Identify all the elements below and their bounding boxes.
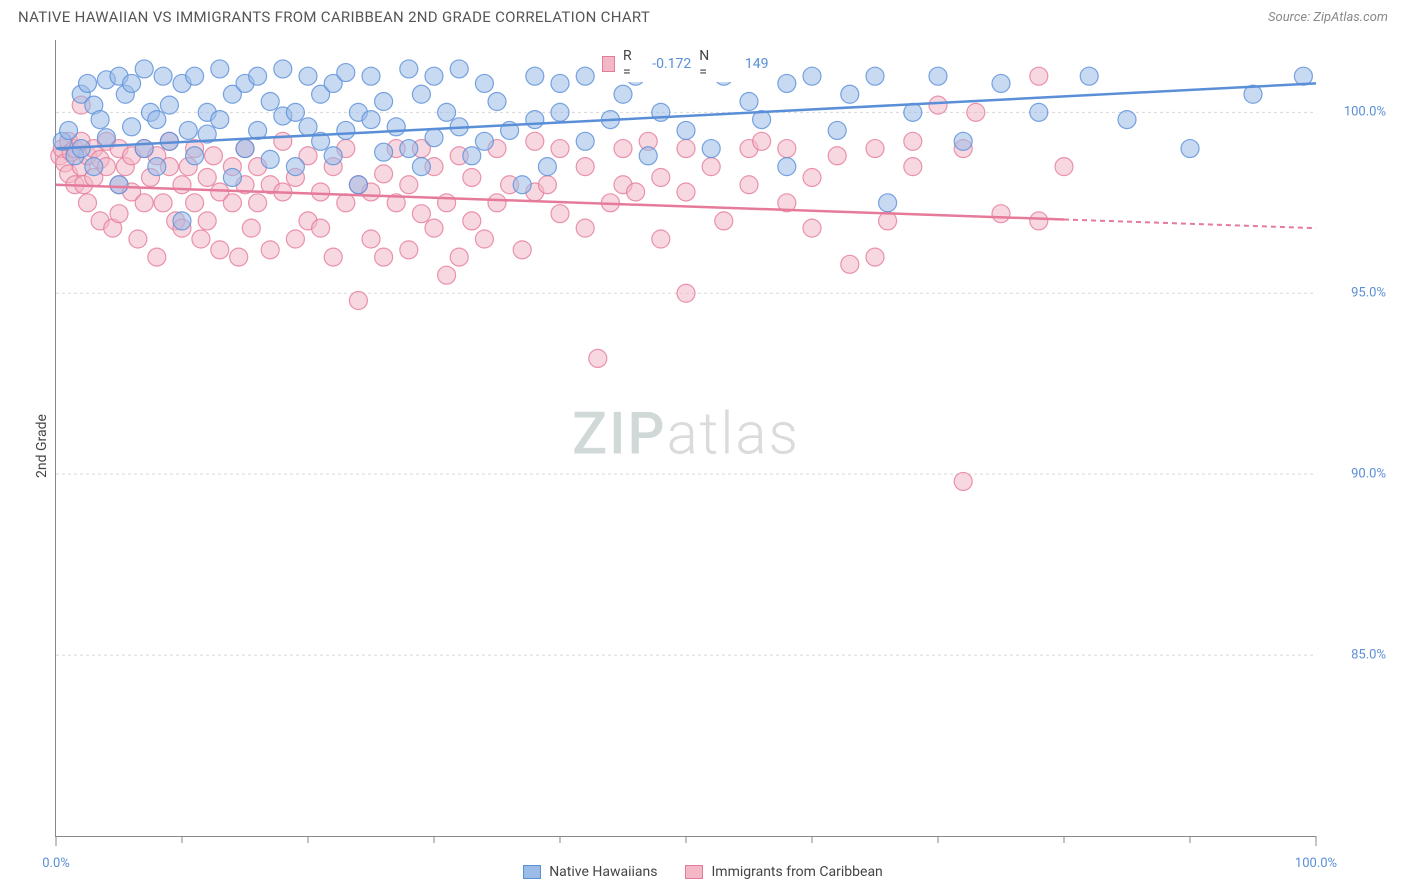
chart-area: ZIPatlas R =0.350N =115R =-0.172N =149 8… bbox=[55, 40, 1316, 837]
stat-n-value: 149 bbox=[720, 56, 768, 72]
y-tick-label: 85.0% bbox=[1351, 648, 1386, 663]
y-axis-label: 2nd Grade bbox=[34, 414, 50, 478]
stat-swatch bbox=[602, 56, 615, 72]
plot-area: ZIPatlas R =0.350N =115R =-0.172N =149 8… bbox=[55, 40, 1316, 837]
stat-row: R = -0.172 N = 149 bbox=[598, 46, 773, 82]
chart-title: NATIVE HAWAIIAN VS IMMIGRANTS FROM CARIB… bbox=[18, 8, 650, 26]
legend-item: Native Hawaiians bbox=[523, 864, 657, 880]
legend: Native Hawaiians Immigrants from Caribbea… bbox=[0, 864, 1406, 880]
legend-label: Immigrants from Caribbean bbox=[711, 864, 882, 880]
legend-swatch bbox=[685, 865, 703, 879]
stat-n-label: N = bbox=[699, 48, 712, 80]
legend-item: Immigrants from Caribbean bbox=[685, 864, 882, 880]
y-tick-label: 95.0% bbox=[1351, 286, 1386, 301]
y-tick-label: 90.0% bbox=[1351, 467, 1386, 482]
stat-r-value: -0.172 bbox=[643, 56, 691, 72]
scatter-svg bbox=[56, 40, 1316, 836]
y-tick-label: 100.0% bbox=[1344, 105, 1386, 120]
legend-label: Native Hawaiians bbox=[549, 864, 657, 880]
stat-r-label: R = bbox=[623, 48, 635, 80]
legend-swatch bbox=[523, 865, 541, 879]
source-label: Source: ZipAtlas.com bbox=[1268, 10, 1388, 25]
